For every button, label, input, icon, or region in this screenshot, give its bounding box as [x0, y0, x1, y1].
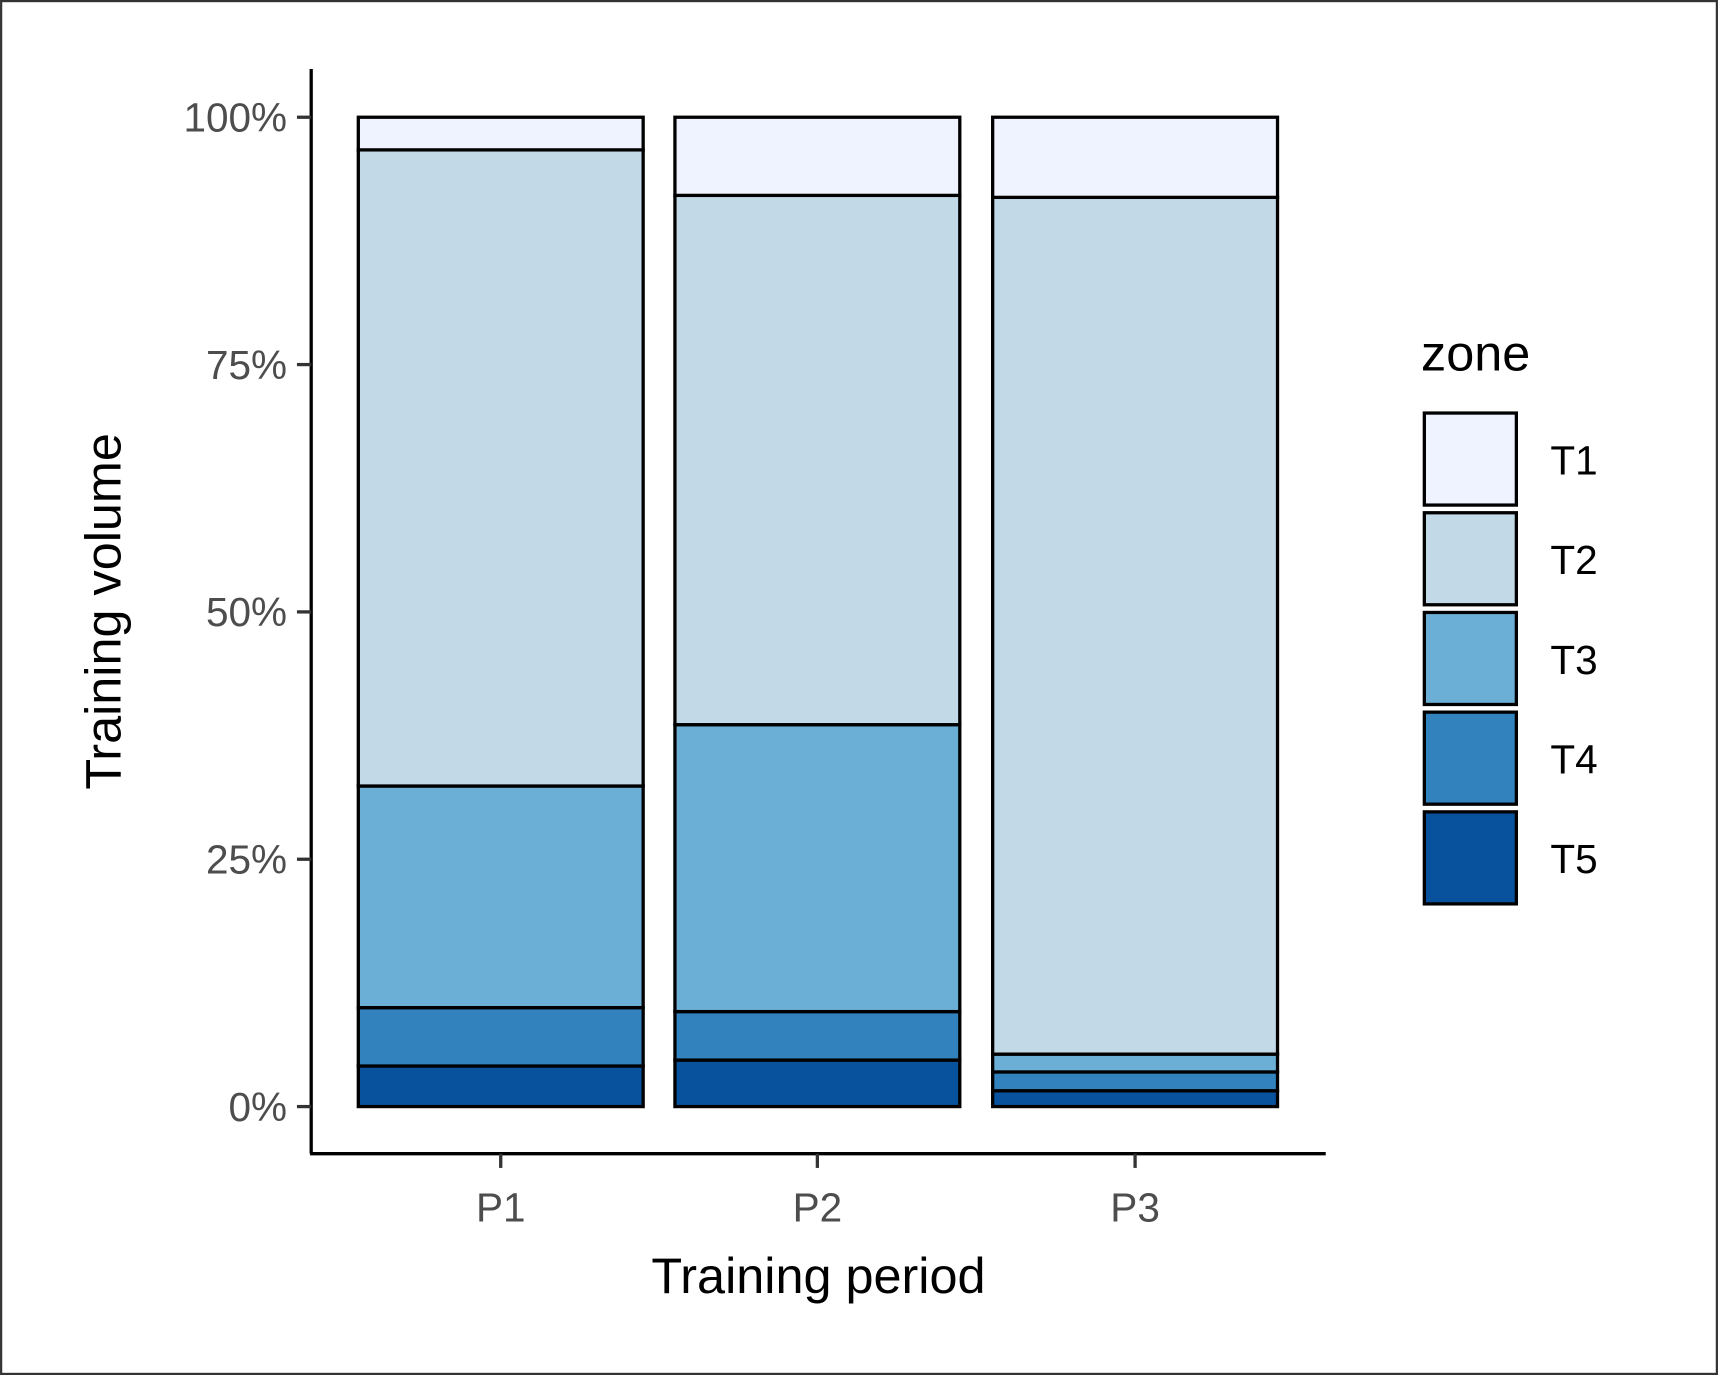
- bar-P3-T4: [991, 1070, 1280, 1093]
- legend-label: T4: [1550, 737, 1597, 783]
- bar-P3-T3: [991, 1052, 1280, 1074]
- bar-P2-T4: [673, 1009, 962, 1062]
- legend-label: T5: [1550, 836, 1597, 882]
- legend-key-T5: [1422, 810, 1519, 906]
- x-tick-label: P3: [1110, 1185, 1160, 1231]
- x-tick-label: P2: [793, 1185, 843, 1231]
- bar-P1-T2: [356, 148, 645, 788]
- legend-key-T4: [1422, 710, 1519, 806]
- legend-key-T3: [1422, 610, 1519, 707]
- y-axis-title: Training volume: [75, 433, 132, 790]
- legend-label: T1: [1550, 437, 1597, 483]
- y-tick-label: 50%: [206, 589, 287, 635]
- bar-P2-T2: [673, 193, 962, 727]
- legend-label: T3: [1550, 637, 1597, 683]
- y-tick-label: 100%: [183, 94, 287, 140]
- y-tick-label: 0%: [229, 1084, 288, 1130]
- legend-label: T2: [1550, 537, 1597, 583]
- legend-key-T1: [1422, 411, 1519, 507]
- bar-P3-T1: [991, 115, 1280, 200]
- y-tick-label: 75%: [206, 342, 287, 388]
- bar-P1-T4: [356, 1005, 645, 1068]
- bar-P2-T5: [673, 1058, 962, 1109]
- x-tick-label: P1: [476, 1185, 526, 1231]
- bar-P1-T5: [356, 1064, 645, 1109]
- bar-P2-T1: [673, 115, 962, 198]
- bar-P1-T3: [356, 784, 645, 1010]
- bar-P1-T1: [356, 115, 645, 152]
- y-tick-label: 25%: [206, 836, 287, 882]
- bar-P2-T3: [673, 723, 962, 1014]
- x-axis-title: Training period: [651, 1247, 985, 1304]
- bar-P3-T2: [991, 195, 1280, 1056]
- bar-P3-T5: [991, 1089, 1280, 1109]
- legend-key-T2: [1422, 511, 1519, 607]
- legend-title: zone: [1421, 324, 1530, 381]
